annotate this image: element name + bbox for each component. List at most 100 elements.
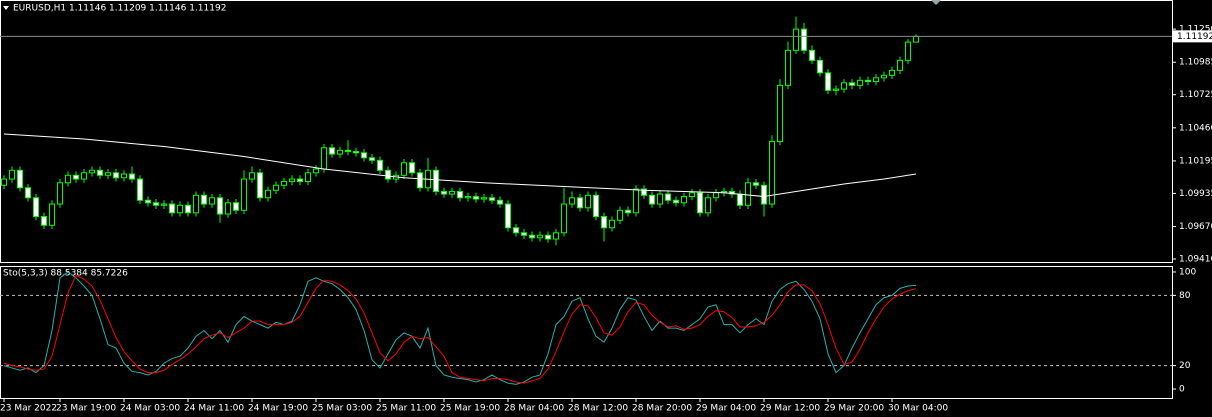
candle-body [369, 157, 375, 161]
candle-body [705, 197, 711, 214]
candle-body [897, 59, 903, 71]
candle-body [617, 209, 623, 221]
candle-body [865, 79, 871, 83]
candle-body [97, 169, 103, 176]
candle-body [201, 194, 207, 205]
x-tick-label: 24 Mar 11:00 [184, 404, 244, 414]
candle-body [849, 82, 855, 86]
candle-body [881, 74, 887, 79]
stochastic-line [3, 271, 917, 385]
shift-marker [931, 0, 941, 5]
candle-body [89, 169, 95, 174]
candle-body [537, 234, 543, 239]
candle-body [497, 199, 503, 205]
y-tick-label: 1.10460 [1179, 123, 1212, 133]
candle-body [161, 203, 167, 206]
candle-body [913, 35, 919, 43]
candle-body [745, 182, 751, 206]
candle-body [633, 188, 639, 214]
x-tick-label: 23 Mar 2022 [0, 404, 57, 414]
candle-body [625, 209, 631, 214]
candle-body [57, 182, 63, 205]
candle-body [273, 184, 279, 191]
candle-body [105, 172, 111, 176]
y-tick-label: 1.10725 [1179, 90, 1212, 100]
candle-body [337, 149, 343, 155]
candle-body [185, 204, 191, 214]
candle-body [321, 147, 327, 170]
candle-body [601, 216, 607, 229]
candle-body [441, 191, 447, 195]
current-price-box [1173, 30, 1212, 43]
sub-panel-frame [0, 266, 1173, 399]
candle-body [177, 204, 183, 214]
candle-body [289, 178, 295, 183]
candle-body [49, 203, 55, 226]
x-tick-label: 30 Mar 04:00 [888, 404, 948, 414]
candle-body [241, 178, 247, 211]
candle-body [873, 77, 879, 83]
candle-body [697, 192, 703, 214]
candle-body [73, 174, 79, 180]
y-tick-label: 100 [1179, 267, 1196, 277]
candle-body [905, 41, 911, 61]
candle-body [385, 169, 391, 180]
x-tick-label: 29 Mar 04:00 [696, 404, 756, 414]
y-tick-label: 1.09410 [1179, 255, 1212, 265]
candle-body [641, 188, 647, 196]
x-tick-label: 28 Mar 20:00 [632, 404, 692, 414]
x-tick-label: 23 Mar 19:00 [56, 404, 116, 414]
candle-body [553, 232, 559, 240]
candle-body [129, 173, 135, 180]
candle-body [737, 193, 743, 206]
candle-body [569, 197, 575, 205]
candle-body [305, 172, 311, 183]
candle-body [457, 191, 463, 199]
candle-body [753, 182, 759, 186]
y-tick-label: 20 [1179, 361, 1191, 371]
candle-body [361, 152, 367, 159]
menu-arrow [3, 6, 9, 10]
candle-body [153, 202, 159, 206]
candle-body [345, 149, 351, 153]
candle-body [609, 219, 615, 229]
main-panel-frame [0, 0, 1173, 263]
candle-body [193, 194, 199, 214]
y-tick-label: 1.11250 [1179, 25, 1212, 35]
x-tick-label: 24 Mar 03:00 [120, 404, 180, 414]
y-tick-label: 1.09935 [1179, 189, 1212, 199]
candle-body [265, 189, 271, 199]
candle-body [297, 178, 303, 183]
candle-body [521, 232, 527, 236]
candle-body [65, 174, 71, 184]
chart-title: EURUSD,H1 1.11146 1.11209 1.11146 1.1119… [13, 4, 226, 14]
candle-body [585, 194, 591, 209]
moving-average [3, 133, 917, 198]
candle-body [417, 172, 423, 189]
x-tick-label: 24 Mar 19:00 [248, 404, 308, 414]
candle-body [137, 178, 143, 201]
candle-body [577, 197, 583, 209]
candle-body [465, 196, 471, 199]
candle-body [401, 162, 407, 176]
x-tick-label: 25 Mar 11:00 [376, 404, 436, 414]
candle-body [81, 172, 87, 180]
candle-body [145, 199, 151, 204]
candle-body [545, 234, 551, 240]
candle-body [857, 79, 863, 86]
candle-body [769, 141, 775, 205]
stochastic-line [3, 274, 917, 384]
candle-body [529, 234, 535, 239]
candle-body [673, 199, 679, 204]
y-tick-label: 0 [1179, 384, 1185, 394]
candle-body [25, 187, 31, 199]
candle-body [825, 72, 831, 91]
y-tick-label: 1.09670 [1179, 222, 1212, 232]
candle-body [889, 69, 895, 76]
x-tick-label: 28 Mar 12:00 [568, 404, 628, 414]
candle-body [481, 197, 487, 200]
candle-body [121, 173, 127, 179]
x-tick-label: 25 Mar 03:00 [312, 404, 372, 414]
x-tick-label: 25 Mar 19:00 [440, 404, 500, 414]
